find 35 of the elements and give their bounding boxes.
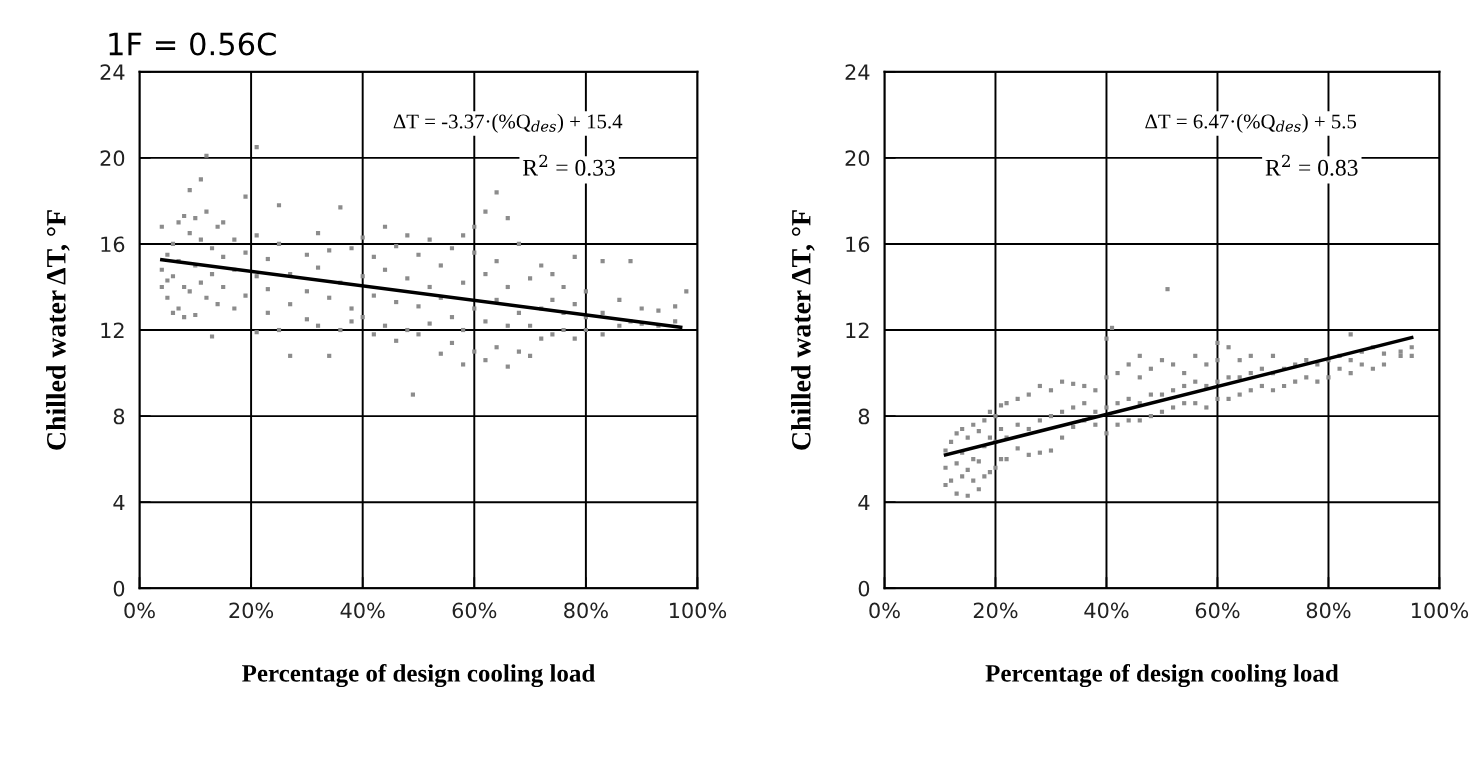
x-tick-label: 20%: [973, 602, 1018, 619]
x-tick-label: 100%: [1411, 602, 1469, 619]
x-tick-label: 60%: [1195, 602, 1240, 619]
y-tick-label: 12: [101, 322, 124, 338]
annotation: R$^{2}$ = 0.83: [1265, 154, 1358, 176]
y-tick-label: 0: [858, 580, 870, 597]
x-tick-label: 0%: [124, 602, 155, 619]
y-tick-label: 16: [846, 236, 870, 253]
annotation: ΔT = 6.47·(%Q$_{des}$) + 5.5: [1145, 113, 1357, 133]
x-axis-title: Percentage of design cooling load: [242, 663, 596, 688]
x-tick-label: 100%: [669, 602, 727, 619]
x-tick-label: 40%: [1084, 602, 1129, 619]
y-tick-label: 24: [845, 64, 870, 80]
annotation: R$^{2}$ = 0.33: [522, 154, 615, 176]
x-axis-title: Percentage of design cooling load: [985, 663, 1339, 688]
y-tick-label: 8: [113, 408, 125, 425]
y-tick-label: 20: [100, 150, 125, 167]
y-tick-label: 12: [846, 322, 869, 338]
y-axis-title: Chilled water ΔT, °F: [46, 210, 70, 450]
y-axis-title: Chilled water ΔT, °F: [791, 210, 815, 450]
x-tick-label: 0%: [869, 602, 900, 619]
y-tick-label: 4: [113, 494, 125, 511]
y-tick-label: 8: [858, 408, 870, 425]
x-tick-label: 60%: [452, 602, 497, 619]
y-tick-label: 4: [858, 494, 870, 511]
y-tick-label: 0: [113, 580, 125, 597]
y-tick-label: 20: [845, 150, 870, 167]
y-tick-label: 16: [101, 236, 125, 253]
annotation: ΔT = -3.37·(%Q$_{des}$) + 15.4: [393, 113, 623, 133]
chart-title: 1F = 0.56C: [109, 32, 276, 56]
y-tick-label: 24: [100, 64, 125, 80]
x-tick-label: 40%: [340, 602, 385, 619]
x-tick-label: 20%: [229, 602, 274, 619]
x-tick-label: 80%: [564, 602, 608, 619]
x-tick-label: 80%: [1306, 602, 1351, 619]
